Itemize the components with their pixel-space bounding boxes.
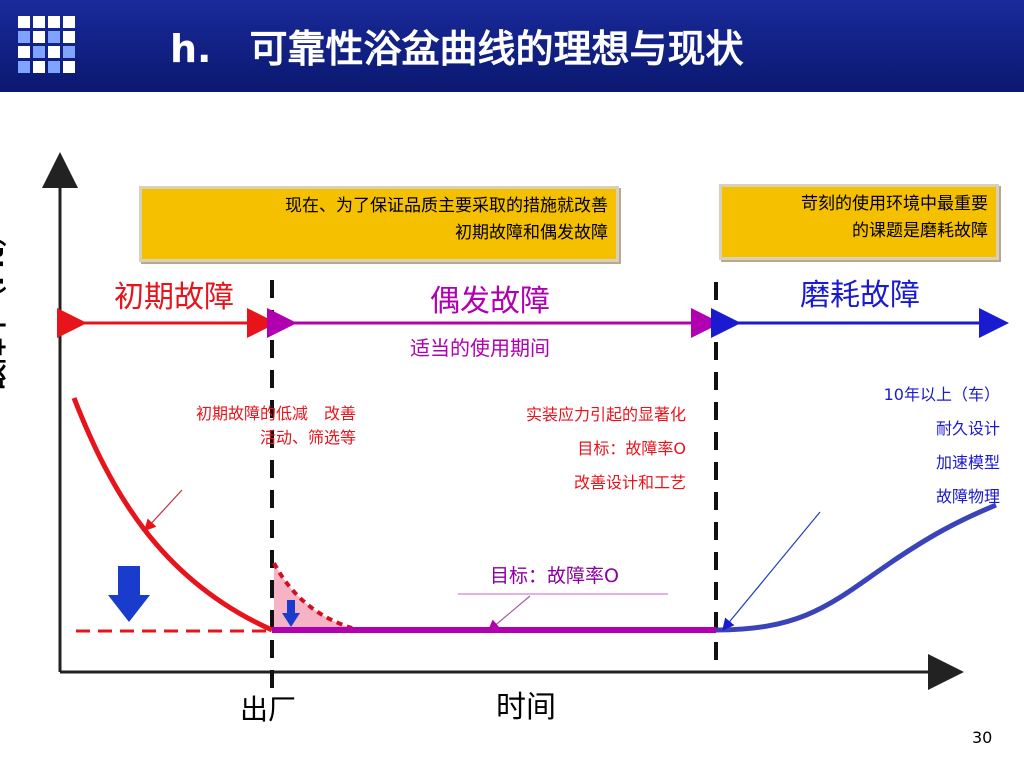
grid-logo-icon <box>18 16 76 74</box>
phase-wearout-label: 磨耗故障 <box>800 278 920 313</box>
x-axis-ship-label: 出厂 <box>240 693 297 726</box>
page-number: 30 <box>972 728 993 747</box>
wearout-note: 10年以上（车） 耐久设计 加速模型 故障物理 <box>883 385 1000 506</box>
page-title: h. 可靠性浴盆曲线的理想与现状 <box>170 27 744 71</box>
wearout-curve <box>715 502 997 633</box>
useful-life-label: 适当的使用期间 <box>410 336 550 360</box>
pointer-wear <box>722 511 821 631</box>
wearout-issue-box: 苛刻的使用环境中最重要 的课题是磨耗故障 <box>719 184 999 260</box>
random-note: 实装应力引起的显著化 目标：故障率O 改善设计和工艺 <box>525 405 686 492</box>
x-axis-time-label: 时间 <box>496 690 556 725</box>
y-axis-label-wrap: 故障率（Fit） <box>0 221 54 390</box>
pointer-random <box>487 595 531 632</box>
pointer-early <box>143 489 183 532</box>
y-axis-label: 故障率（Fit） <box>0 220 10 390</box>
improvement-measures-box: 现在、为了保证品质主要采取的措施就改善 初期故障和偶发故障 <box>139 186 619 262</box>
target-note: 目标：故障率O <box>490 565 619 587</box>
residual-early-curve <box>272 562 353 630</box>
phase-early-label: 初期故障 <box>114 280 234 315</box>
phase-random-label: 偶发故障 <box>430 284 550 319</box>
down-arrow-small-icon <box>282 600 300 627</box>
down-arrow-left-icon <box>108 566 150 622</box>
early-note: 初期故障的低减 改善 活动、筛选等 <box>195 404 356 447</box>
residual-early-area <box>274 563 352 630</box>
title-bar: h. 可靠性浴盆曲线的理想与现状 <box>0 0 1024 92</box>
